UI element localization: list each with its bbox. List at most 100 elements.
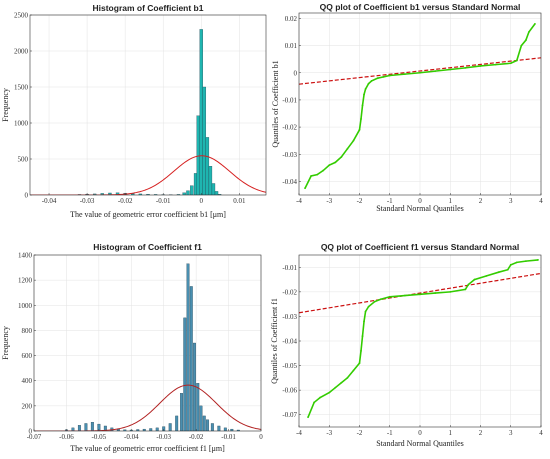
p4-reference-line xyxy=(299,272,541,314)
p2-qq-point-31 xyxy=(534,22,536,25)
p4-qq-point-12 xyxy=(364,310,367,313)
p2-qq-point-8 xyxy=(352,139,355,142)
p3-xtick-label-4: -0.03 xyxy=(156,433,171,441)
p3-bar-18 xyxy=(180,393,183,431)
p3-x-axis-label: The value of geometric error coefficient… xyxy=(70,444,225,453)
p3-bar-19 xyxy=(183,317,187,431)
p1-bar-14 xyxy=(182,192,186,195)
p2-qq-point-11 xyxy=(361,104,364,107)
p3-bar-24 xyxy=(199,405,203,431)
p2-ytick-label-2: -0.02 xyxy=(282,124,297,132)
p4-qq-point-2 xyxy=(319,396,322,399)
p3-bar-9 xyxy=(123,429,127,431)
p3-xtick-label-3: -0.04 xyxy=(124,433,139,441)
p2-qq-point-28 xyxy=(520,44,523,47)
p2-qq-curve xyxy=(304,23,536,189)
p3-bar-31 xyxy=(236,429,240,431)
p2-qq-point-17 xyxy=(382,75,385,78)
p3-bar-3 xyxy=(84,423,88,431)
p4-qq-point-3 xyxy=(328,391,331,394)
p3-ytick-label-1: 200 xyxy=(22,402,33,410)
p2-x-axis-label: Standard Normal Quantiles xyxy=(376,204,464,213)
p2-qq-point-5 xyxy=(334,161,337,164)
p3-chart-title: Histogram of Coefficient f1 xyxy=(93,242,202,252)
p4-xtick-label-5: 1 xyxy=(449,429,453,437)
p4-qq-point-8 xyxy=(358,362,361,365)
p1-x-axis-label: The value of geometric error coefficient… xyxy=(70,210,226,219)
p2-xtick-label-1: -3 xyxy=(326,197,332,205)
p4-qq-point-11 xyxy=(363,320,365,323)
p3-bar-5 xyxy=(97,423,101,431)
p4-qq-point-22 xyxy=(467,283,470,286)
p3-xtick-label-1: -0.06 xyxy=(59,433,74,441)
p3-ytick-label-4: 800 xyxy=(22,327,33,335)
p2-marks xyxy=(299,22,541,190)
p1-bar-20 xyxy=(202,86,207,195)
p3-axes-frame xyxy=(33,254,262,432)
p2-xtick-label-4: 0 xyxy=(418,197,422,205)
p4-qq-point-25 xyxy=(497,271,500,274)
p4-x-axis-label: Standard Normal Quantiles xyxy=(376,439,464,448)
p2-qq-point-22 xyxy=(449,68,452,71)
p4-ytick-label-1: -0.06 xyxy=(282,387,297,395)
p1-ytick-label-0: 0 xyxy=(25,192,29,200)
p2-qq-point-1 xyxy=(310,175,312,177)
p1-ytick-label-4: 2000 xyxy=(14,48,29,56)
p1-bar-19 xyxy=(199,29,203,195)
p3-bar-28 xyxy=(217,425,221,431)
p3-bar-12 xyxy=(142,428,146,431)
p2-qq-point-21 xyxy=(434,70,437,73)
p3-bar-29 xyxy=(223,427,227,431)
p4-qq-point-15 xyxy=(379,298,382,301)
p2-qq-point-16 xyxy=(376,77,379,80)
p4-y-axis-label: Quantiles of Coefficient f1 xyxy=(270,298,279,384)
p4-ytick-label-4: -0.03 xyxy=(282,313,297,321)
p2-chart-title: QQ plot of Coefficient b1 versus Standar… xyxy=(320,2,521,12)
p4-chart-title: QQ plot of Coefficient f1 versus Standar… xyxy=(321,242,519,252)
p2-qq-point-13 xyxy=(364,88,367,90)
p2-qq-point-30 xyxy=(528,31,530,33)
p1-chart-title: Histogram of Coefficient b1 xyxy=(93,3,204,13)
p4-qq-point-6 xyxy=(346,376,349,379)
p3-xtick-label-7: 0 xyxy=(259,433,263,441)
p4-qq-point-4 xyxy=(334,386,337,389)
p2-qq-point-4 xyxy=(328,164,331,167)
p2-qq-point-26 xyxy=(509,62,512,65)
p3-bar-13 xyxy=(149,428,153,431)
p4-ytick-label-0: -0.07 xyxy=(282,411,297,419)
p4-xtick-label-3: -1 xyxy=(387,429,393,437)
p4-ytick-label-2: -0.05 xyxy=(282,362,297,370)
p1-bar-22 xyxy=(208,166,213,195)
p4-xtick-label-8: 4 xyxy=(539,429,543,437)
p4-qq-point-0 xyxy=(307,416,309,419)
p2-qq-point-19 xyxy=(403,73,406,76)
p1-bar-3 xyxy=(100,193,104,195)
p3-xtick-label-0: -0.07 xyxy=(27,433,42,441)
p4-qq-point-29 xyxy=(524,260,527,263)
p1-y-axis-label: Frequency xyxy=(1,88,10,122)
p4-qq-point-7 xyxy=(352,369,355,372)
p4-qq-point-28 xyxy=(515,261,518,264)
p3-y-axis-label: Frequency xyxy=(1,326,10,360)
p2-qq-point-15 xyxy=(370,80,373,82)
p3-bar-2 xyxy=(77,425,81,431)
p1-xtick-label-5: 0.01 xyxy=(233,197,246,205)
p3-bar-4 xyxy=(90,422,94,431)
p3-bar-14 xyxy=(155,427,159,431)
p4-ytick-label-5: -0.02 xyxy=(282,288,297,296)
p2-ytick-label-0: -0.04 xyxy=(282,178,297,186)
p4-qq-point-16 xyxy=(388,295,391,298)
p1-axes-frame xyxy=(29,14,267,196)
p2-xtick-label-2: -2 xyxy=(357,197,363,205)
p4-qq-point-13 xyxy=(367,305,370,308)
p3-ytick-label-5: 1000 xyxy=(18,302,33,310)
p4-qq-point-20 xyxy=(449,290,452,293)
p3-ytick-label-3: 600 xyxy=(22,352,33,360)
p4-xtick-label-1: -3 xyxy=(326,429,332,437)
p2-qq-point-10 xyxy=(360,118,362,120)
p4-qq-point-17 xyxy=(403,294,406,297)
p3-ytick-label-6: 1200 xyxy=(18,277,33,285)
p2-qq-point-7 xyxy=(346,147,349,150)
p2-qq-point-18 xyxy=(388,74,391,77)
p2-xtick-label-8: 4 xyxy=(539,197,543,205)
